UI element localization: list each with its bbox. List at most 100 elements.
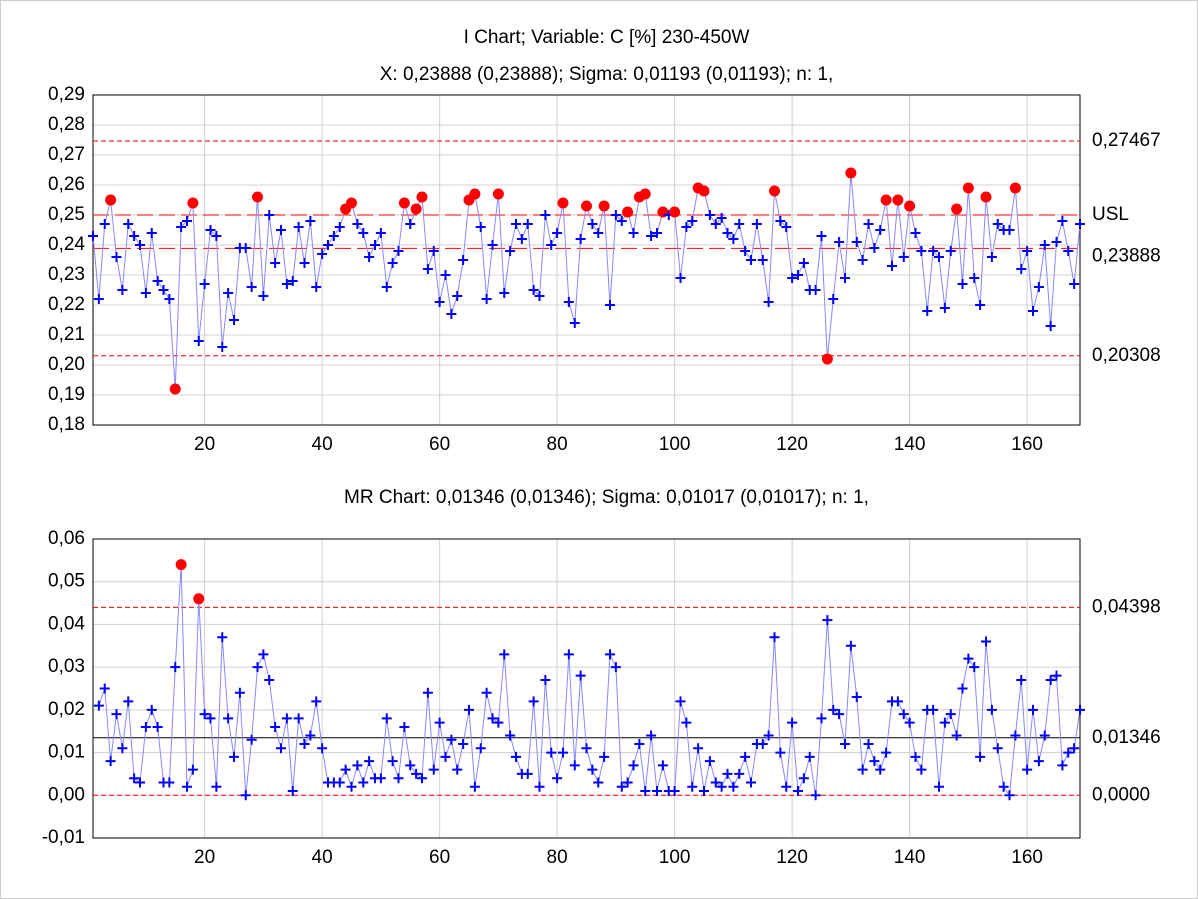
point: [1016, 264, 1027, 274]
point: [1057, 216, 1068, 226]
point: [798, 258, 809, 268]
x-tick-label: 100: [659, 847, 691, 868]
point: [158, 285, 169, 295]
point: [399, 721, 410, 732]
y-tick-label: 0,25: [48, 204, 85, 225]
point: [816, 231, 827, 241]
point: [1028, 306, 1038, 316]
point: [99, 219, 110, 229]
point: [1010, 730, 1021, 741]
point: [211, 231, 222, 241]
point: [281, 713, 292, 724]
y-tick-label: 0,01: [48, 742, 85, 763]
point: [875, 764, 886, 775]
point: [328, 231, 339, 241]
point: [740, 751, 751, 762]
point: [323, 240, 333, 250]
y-tick-label: 0,18: [48, 414, 85, 435]
x-tick-label: 20: [194, 434, 215, 455]
point: [1051, 237, 1062, 247]
flagged-point: [821, 353, 833, 365]
flagged-point: [187, 197, 199, 209]
point: [387, 258, 398, 268]
point: [528, 285, 539, 295]
flagged-point: [639, 188, 651, 200]
point: [405, 219, 416, 229]
point: [88, 231, 98, 241]
flagged-point: [193, 593, 205, 605]
limit-label: USL: [1092, 204, 1129, 225]
point: [851, 237, 862, 247]
point: [170, 662, 181, 673]
point: [875, 225, 886, 235]
flagged-point: [416, 191, 428, 203]
point: [992, 743, 1003, 754]
point: [1075, 219, 1085, 229]
point: [499, 649, 510, 660]
point: [428, 246, 439, 256]
y-tick-label: 0,00: [48, 784, 85, 805]
chart-subtitle: X: 0,23888 (0,23888); Sigma: 0,01193 (0,…: [380, 64, 834, 85]
point: [287, 276, 298, 286]
point: [552, 773, 563, 784]
point: [469, 781, 480, 792]
point: [593, 777, 604, 788]
flagged-point: [904, 200, 916, 212]
point: [129, 773, 140, 784]
point: [845, 640, 856, 651]
point: [1063, 747, 1074, 758]
point: [834, 237, 845, 247]
x-tick-label: 100: [659, 434, 691, 455]
x-tick-label: 160: [1011, 434, 1043, 455]
point: [434, 717, 445, 728]
point: [628, 228, 639, 238]
point: [111, 709, 122, 720]
point: [334, 222, 345, 232]
y-tick-label: 0,06: [48, 528, 85, 549]
point: [746, 777, 756, 788]
point: [986, 704, 997, 715]
point: [105, 756, 116, 767]
point: [587, 219, 598, 229]
point: [164, 294, 175, 304]
point: [93, 294, 104, 304]
point: [135, 777, 145, 788]
point: [446, 734, 457, 745]
point: [757, 255, 768, 265]
point: [146, 228, 157, 238]
point: [176, 222, 187, 232]
point: [493, 717, 504, 728]
flagged-point: [598, 200, 610, 212]
point: [922, 306, 933, 316]
point: [99, 683, 110, 694]
point: [193, 336, 204, 346]
y-tick-label: 0,24: [48, 234, 85, 255]
point: [281, 279, 292, 289]
point: [822, 615, 833, 626]
point: [258, 649, 269, 660]
point: [563, 297, 574, 307]
point: [934, 781, 944, 792]
point: [111, 252, 122, 262]
flagged-point: [557, 197, 569, 209]
point: [563, 649, 574, 660]
point: [246, 734, 257, 745]
point: [199, 709, 210, 720]
point: [951, 730, 962, 741]
point: [428, 764, 439, 775]
point: [446, 309, 457, 319]
point: [346, 781, 357, 792]
point: [311, 696, 322, 707]
point: [810, 285, 821, 295]
point: [364, 756, 375, 767]
point: [234, 687, 245, 698]
point: [117, 285, 128, 295]
point: [804, 751, 815, 762]
point: [710, 777, 721, 788]
y-tick-label: 0,22: [48, 294, 85, 315]
point: [616, 216, 627, 226]
x-tick-label: 140: [894, 434, 926, 455]
point: [182, 781, 192, 792]
plot-frame: [92, 538, 1081, 839]
point: [352, 219, 363, 229]
